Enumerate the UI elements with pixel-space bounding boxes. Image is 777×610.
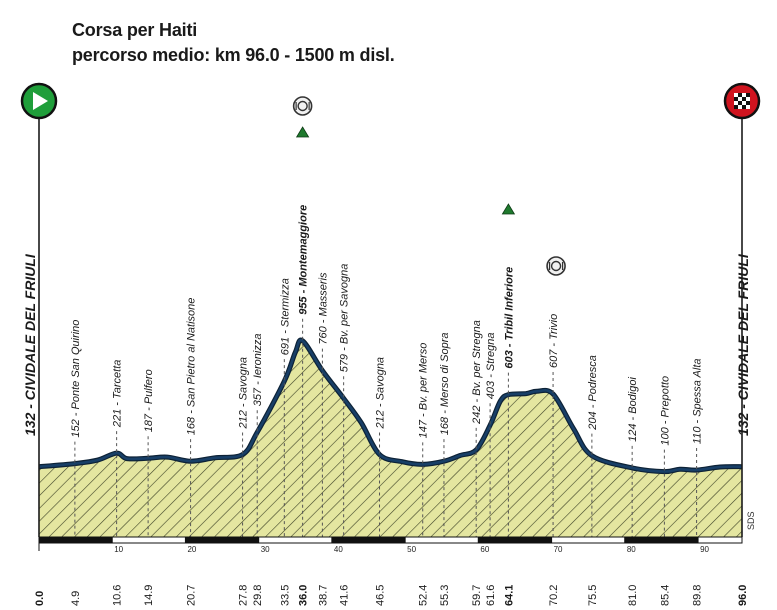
km-label: 64.1 [503, 585, 515, 606]
refreshment-icon [546, 256, 566, 276]
km-label: 46.5 [375, 585, 387, 606]
profile-area [39, 340, 742, 537]
start-location-label: 132 - CIVIDALE DEL FRIULI [22, 253, 38, 436]
km-label: 36.0 [298, 585, 310, 606]
km-label: 55.3 [439, 585, 451, 606]
waypoint-label: 110 - Spessa Alta [692, 358, 704, 444]
refreshment-icon-plate [550, 260, 562, 272]
waypoint-label: 152 - Ponte San Quirino [70, 320, 82, 438]
km-label: 29.8 [252, 585, 264, 606]
refreshment-icon [292, 96, 313, 116]
waypoint-label: 357 - Ieronizza [252, 334, 264, 407]
km-label: 33.5 [279, 585, 291, 606]
km-label: 20.7 [186, 585, 198, 606]
scale-bar-segment [111, 536, 186, 544]
finish-checkered-flag-icon [746, 101, 750, 105]
scale-bar-segment [184, 536, 260, 544]
waypoint-label: 124 - Bodigoi [627, 377, 639, 442]
waypoint-label: 100 - Prepotto [659, 376, 671, 446]
mountain-summit-icon [501, 203, 516, 215]
scale-bar-segment [697, 536, 743, 544]
scale-bar-segment [404, 536, 479, 544]
finish-checkered-flag-icon [734, 105, 738, 109]
km-label: 4.9 [70, 591, 82, 606]
page-subtitle: percorso medio: km 96.0 - 1500 m disl. [72, 45, 395, 65]
waypoint-label: 403 - Stregna [485, 333, 497, 400]
waypoint-label: 607 - Trivio [548, 314, 560, 368]
waypoint-label: 147 - Bv. per Merso [418, 343, 430, 439]
scale-tick-label: 10 [114, 545, 123, 554]
finish-checkered-flag-icon [738, 93, 742, 97]
sds-logo: SDS [746, 511, 756, 530]
page-title: Corsa per Haiti [72, 20, 198, 40]
waypoint-label: 603 - Tribil Inferiore [503, 267, 515, 369]
scale-tick-label: 20 [187, 545, 196, 554]
profile-outline [38, 338, 743, 473]
finish-checkered-flag-icon [738, 101, 742, 105]
finish-location-label: 132 - CIVIDALE DEL FRIULI [735, 253, 751, 436]
km-label: 27.8 [238, 585, 250, 606]
waypoint-label: 242 - Bv. per Stregna [471, 320, 483, 425]
scale-tick-label: 50 [407, 545, 416, 554]
km-label: 89.8 [692, 585, 704, 606]
km-label: 38.7 [317, 585, 329, 606]
scale-tick-label: 60 [480, 545, 489, 554]
mountain-summit-icon [295, 126, 310, 138]
scale-bar-segment [331, 536, 406, 544]
waypoint-label: 579 - Bv. per Savogna [339, 264, 351, 373]
waypoint-label: 955 - Montemaggiore [298, 205, 310, 315]
finish-checkered-flag-icon [738, 97, 742, 101]
finish-checkered-flag-icon [746, 105, 750, 109]
scale-tick-label: 70 [554, 545, 563, 554]
waypoint-label: 168 - Merso di Sopra [439, 332, 451, 435]
km-label: 61.6 [485, 585, 497, 606]
finish-checkered-flag-icon [738, 105, 742, 109]
finish-checkered-flag-icon [742, 101, 746, 105]
scale-tick-label: 90 [700, 545, 709, 554]
km-label: 96.0 [737, 585, 749, 606]
km-label: 10.6 [112, 585, 124, 606]
waypoint-label: 168 - San Pietro al Natisone [186, 298, 198, 436]
km-label: 70.2 [548, 585, 560, 606]
km-label: 81.0 [627, 585, 639, 606]
finish-checkered-flag-icon [742, 93, 746, 97]
km-label: 75.5 [587, 585, 599, 606]
scale-bar-segment [477, 536, 553, 544]
finish-checkered-flag-icon [734, 93, 738, 97]
waypoint-label: 221 - Tarcetta [112, 360, 124, 428]
scale-bar-segment [551, 536, 626, 544]
refreshment-icon-plate [297, 100, 308, 112]
km-label: 0.0 [34, 591, 46, 606]
scale-tick-label: 80 [627, 545, 636, 554]
finish-checkered-flag-icon [742, 105, 746, 109]
km-label: 59.7 [471, 585, 483, 606]
waypoint-label: 204 - Podresca [587, 355, 599, 431]
km-label: 52.4 [418, 585, 430, 606]
finish-checkered-flag-icon [746, 93, 750, 97]
km-label: 14.9 [143, 585, 155, 606]
finish-checkered-flag-icon [746, 97, 750, 101]
km-label: 85.4 [659, 585, 671, 606]
waypoint-label: 187 - Pulfero [143, 369, 155, 432]
title-block: Corsa per Haiti percorso medio: km 96.0 … [72, 18, 395, 68]
scale-tick-label: 40 [334, 545, 343, 554]
waypoint-label: 212 - Savogna [375, 357, 387, 430]
start-play-icon [33, 92, 48, 110]
waypoint-label: 691 - Stermizza [279, 278, 291, 355]
scale-tick-label: 30 [261, 545, 270, 554]
scale-bar-segment [258, 536, 333, 544]
finish-checkered-flag-icon [734, 101, 738, 105]
waypoint-label: 760 - Masseris [317, 272, 329, 345]
finish-checkered-flag-icon [742, 97, 746, 101]
finish-checkered-flag-icon [734, 97, 738, 101]
scale-bar-segment [38, 536, 113, 544]
scale-bar-segment [624, 536, 699, 544]
km-label: 41.6 [339, 585, 351, 606]
waypoint-label: 212 - Savogna [238, 357, 250, 430]
